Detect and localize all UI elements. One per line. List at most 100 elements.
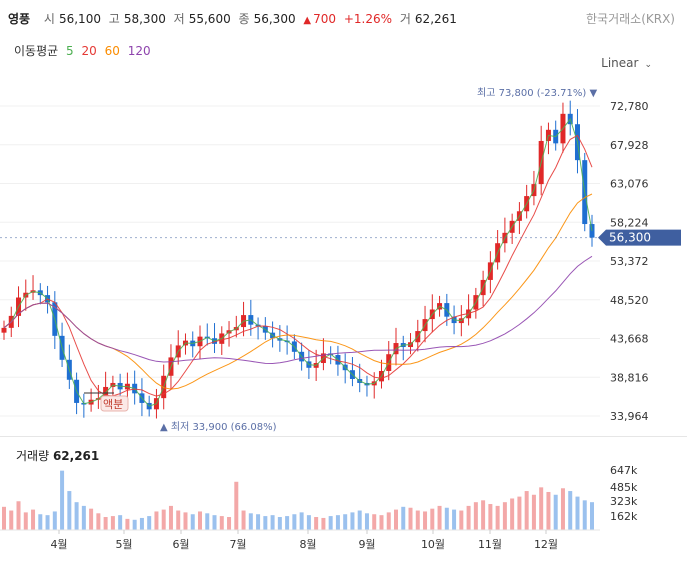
month-label: 8월 bbox=[299, 538, 316, 551]
volume-bar bbox=[16, 501, 21, 530]
volume-label: 거 bbox=[399, 12, 411, 26]
volume-bar bbox=[560, 488, 565, 530]
close-value: 56,300 bbox=[253, 12, 296, 26]
ma-5-line bbox=[3, 117, 593, 407]
high-value: 58,300 bbox=[123, 12, 166, 26]
ma-20-label[interactable]: 20 bbox=[81, 44, 97, 58]
volume-bar bbox=[357, 510, 362, 530]
volume-bar bbox=[473, 502, 478, 530]
volume-bar bbox=[285, 516, 290, 530]
month-label: 4월 bbox=[50, 538, 67, 551]
volume-bar bbox=[2, 506, 6, 530]
volume-bar bbox=[524, 491, 529, 530]
volume-bar bbox=[539, 487, 544, 530]
volume-bar bbox=[379, 515, 384, 530]
volume-bar bbox=[553, 494, 558, 530]
volume-bar bbox=[205, 513, 210, 530]
volume-bar bbox=[343, 514, 348, 530]
price-tick-label: 72,780 bbox=[610, 100, 649, 113]
volume-bar bbox=[219, 516, 224, 530]
price-tick-label: 33,964 bbox=[610, 410, 649, 423]
volume-bar bbox=[437, 505, 442, 530]
volume-panel-label: 거래량 bbox=[16, 449, 50, 463]
scale-toggle-button[interactable]: Linear ⌄ bbox=[601, 56, 652, 70]
moving-average-label: 이동평균 bbox=[14, 44, 59, 58]
event-label: 액분 bbox=[103, 398, 123, 411]
volume-bar bbox=[466, 505, 471, 530]
volume-bar bbox=[118, 515, 123, 530]
volume-bar bbox=[386, 512, 391, 530]
month-label: 6월 bbox=[172, 538, 189, 551]
volume-bar bbox=[125, 518, 130, 530]
volume-bar bbox=[263, 516, 268, 530]
ma-120-label[interactable]: 120 bbox=[127, 44, 151, 58]
volume-bar bbox=[531, 494, 536, 530]
month-label: 9월 bbox=[358, 538, 375, 551]
volume-tick-label: 485k bbox=[610, 481, 638, 494]
open-value: 56,100 bbox=[58, 12, 101, 26]
volume-bar bbox=[546, 491, 551, 530]
volume-bar bbox=[103, 517, 108, 530]
change-up-icon: ▲ bbox=[303, 15, 312, 26]
volume-bar bbox=[81, 505, 86, 530]
volume-bar bbox=[45, 515, 50, 530]
current-price-label: 56,300 bbox=[609, 231, 651, 245]
low-price-marker: ▲ 최저 33,900 (66.08%) bbox=[160, 421, 277, 433]
volume-bar bbox=[110, 516, 115, 530]
volume-bar bbox=[292, 514, 297, 530]
volume-bar bbox=[161, 509, 166, 530]
volume-bar bbox=[89, 508, 94, 530]
volume-bar bbox=[372, 514, 377, 530]
volume-bar bbox=[517, 496, 522, 530]
open-label: 시 bbox=[43, 12, 55, 26]
ma-5-label[interactable]: 5 bbox=[66, 44, 74, 58]
volume-bar bbox=[502, 502, 507, 530]
close-label: 종 bbox=[238, 12, 250, 26]
scale-toggle-label: Linear bbox=[601, 56, 639, 70]
volume-bar bbox=[139, 517, 144, 530]
volume-tick-label: 323k bbox=[610, 495, 638, 508]
volume-bar bbox=[96, 513, 101, 530]
volume-value: 62,261 bbox=[414, 12, 457, 26]
volume-bar bbox=[23, 512, 28, 530]
volume-bar bbox=[31, 509, 36, 530]
volume-bar bbox=[270, 515, 275, 530]
volume-bar bbox=[314, 517, 319, 530]
volume-bar bbox=[364, 513, 369, 530]
volume-bar bbox=[394, 509, 398, 530]
volume-bar bbox=[212, 515, 217, 530]
month-label: 5월 bbox=[115, 538, 132, 551]
month-label: 11월 bbox=[478, 538, 502, 551]
volume-panel-title: 거래량 62,261 bbox=[16, 447, 99, 464]
volume-bar bbox=[74, 502, 79, 530]
ma-60-label[interactable]: 60 bbox=[104, 44, 120, 58]
month-label: 12월 bbox=[534, 538, 558, 551]
volume-bar bbox=[423, 511, 428, 530]
price-tick-label: 38,816 bbox=[610, 371, 649, 384]
current-price-tag bbox=[598, 229, 681, 246]
volume-bar bbox=[582, 500, 587, 530]
volume-bar bbox=[444, 507, 449, 530]
volume-bar bbox=[147, 516, 152, 530]
volume-bar bbox=[350, 512, 355, 530]
volume-bar bbox=[401, 506, 406, 530]
change-percent: +1.26% bbox=[343, 12, 393, 26]
volume-bar bbox=[299, 512, 304, 530]
moving-average-legend: 이동평균 5 20 60 120 bbox=[14, 42, 155, 59]
volume-panel-value: 62,261 bbox=[52, 449, 100, 463]
price-tick-label: 63,076 bbox=[610, 178, 649, 191]
volume-bar bbox=[234, 481, 239, 530]
event-label-box bbox=[100, 395, 129, 412]
chevron-down-icon: ⌄ bbox=[644, 60, 652, 70]
volume-tick-label: 162k bbox=[610, 510, 638, 523]
price-tick-label: 67,928 bbox=[610, 139, 649, 152]
volume-bar bbox=[408, 507, 413, 530]
high-price-marker: 최고 73,800 (-23.71%) ▼ bbox=[477, 87, 597, 99]
volume-bar bbox=[227, 517, 232, 530]
volume-bar bbox=[510, 498, 515, 530]
volume-bar bbox=[176, 510, 181, 530]
volume-bar bbox=[38, 514, 43, 530]
volume-bar bbox=[154, 511, 159, 530]
volume-bar bbox=[459, 510, 464, 530]
